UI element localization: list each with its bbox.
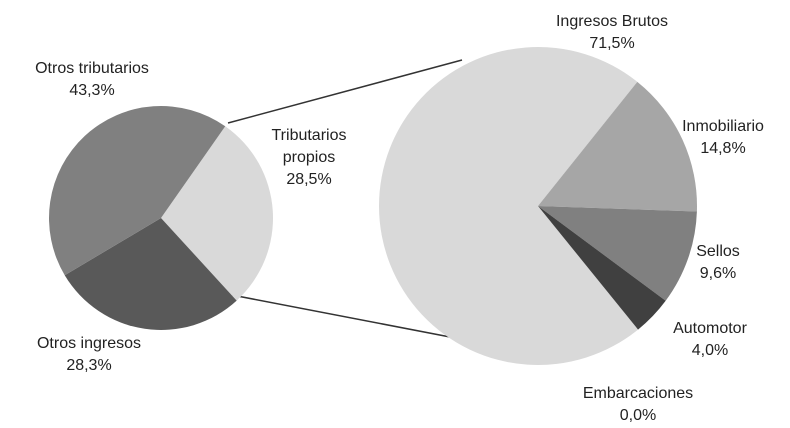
connector-line — [231, 294, 477, 343]
category-label: Sellos — [696, 243, 740, 260]
value-label: 71,5% — [589, 35, 635, 52]
connector-line — [227, 59, 463, 124]
pie-slice — [64, 218, 237, 331]
pie-slice — [161, 126, 274, 301]
value-label: 14,8% — [700, 140, 746, 157]
category-label: Automotor — [673, 320, 747, 337]
category-label: Otros ingresos — [36, 335, 142, 352]
pie-slice — [378, 47, 639, 366]
value-label: 28,3% — [66, 357, 112, 374]
category-label: Inmobiliario — [682, 118, 764, 135]
category-label: Ingresos Brutos — [555, 13, 669, 30]
category-label: Tributarios propios — [271, 127, 347, 166]
category-label: Otros tributarios — [35, 60, 149, 77]
value-label: 9,6% — [699, 265, 737, 282]
value-label: 4,0% — [691, 342, 729, 359]
value-label: 28,5% — [286, 171, 332, 188]
pie-slice — [538, 81, 697, 212]
slice-label: Automotor 4,0% — [650, 318, 770, 362]
value-label: 0,0% — [619, 407, 657, 424]
slice-label: Tributarios propios 28,5% — [259, 125, 359, 191]
value-label: 43,3% — [69, 82, 115, 99]
pie-slice — [49, 106, 226, 276]
slice-label: Embarcaciones 0,0% — [558, 383, 718, 427]
pie-slice — [538, 206, 666, 330]
slice-label: Otros ingresos 28,3% — [9, 333, 169, 377]
slice-label: Sellos 9,6% — [668, 241, 768, 285]
category-label: Embarcaciones — [582, 385, 694, 402]
slice-label: Otros tributarios 43,3% — [2, 58, 182, 102]
slice-label: Inmobiliario 14,8% — [653, 116, 790, 160]
pie-slice — [538, 206, 697, 301]
slice-label: Ingresos Brutos 71,5% — [532, 11, 692, 55]
